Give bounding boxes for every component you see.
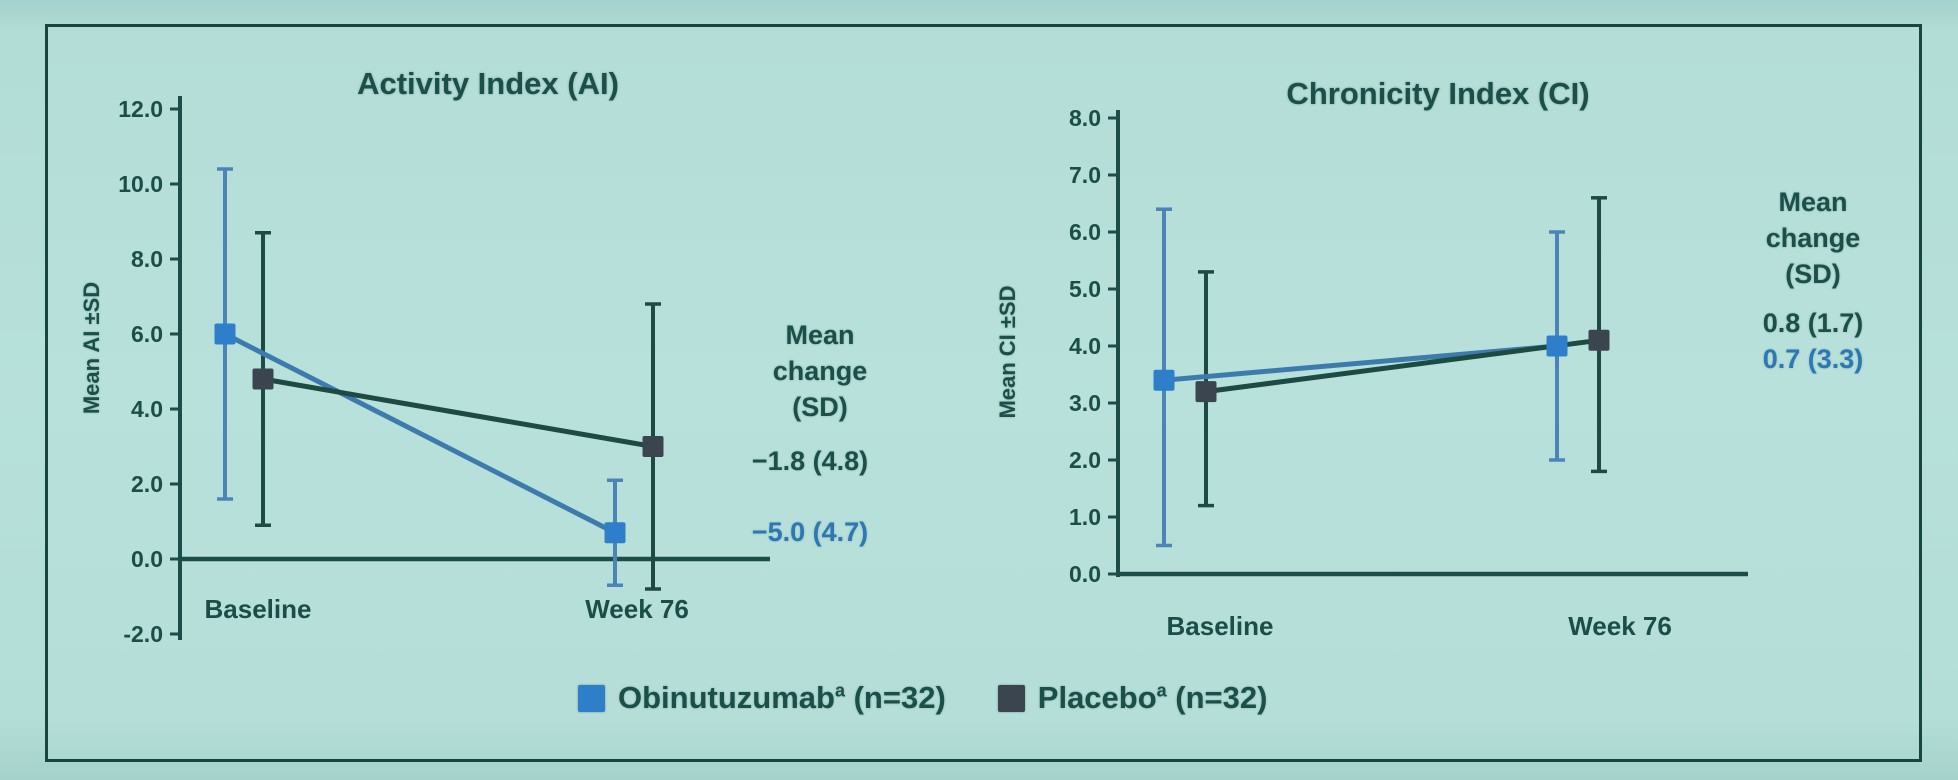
activity-obinutuzumab-mean-change: −5.0 (4.7): [751, 517, 869, 547]
series-line-placebo: [1205, 337, 1600, 395]
y-tick-label: 12.0: [118, 96, 163, 122]
obinutuzumab-swatch-icon: [578, 684, 605, 712]
series-line-obinutuzumab: [223, 331, 617, 535]
mean-change-line: (SD): [1785, 259, 1841, 289]
y-tick-label: 1.0: [1069, 504, 1101, 530]
legend-n-count: (n=32): [845, 680, 946, 715]
legend: Obinutuzumaba (n=32) Placeboa (n=32): [578, 680, 1267, 716]
mean-change-line: change: [1765, 223, 1861, 253]
slide-frame: [45, 24, 1922, 762]
y-tick-label: 6.0: [1069, 219, 1101, 245]
y-tick-label: 6.0: [131, 321, 163, 347]
data-point-placebo: [1195, 381, 1217, 403]
activity-index-chart: 12.0 10.0 8.0 6.0 4.0 2.0 0.0 -2.0 Baseline Week …: [118, 96, 770, 647]
data-point-obinutuzumab: [1153, 369, 1175, 391]
legend-text: Obinutuzumab: [618, 680, 835, 715]
series-line-obinutuzumab: [1163, 343, 1558, 383]
legend-label-placebo: Placeboa (n=32): [1038, 680, 1268, 716]
y-tick-label: -2.0: [123, 621, 163, 647]
activity-mean-change-heading: Mean change (SD): [773, 317, 868, 425]
y-tick-label: 2.0: [131, 471, 163, 497]
data-point-obinutuzumab: [1546, 335, 1568, 357]
chronicity-obinutuzumab-mean-change: 0.7 (3.3): [1762, 344, 1864, 374]
data-point-placebo: [252, 368, 274, 390]
chronicity-placebo-mean-change: 0.8 (1.7): [1762, 308, 1864, 338]
placebo-swatch-icon: [997, 684, 1025, 712]
y-tick-label: 0.0: [1069, 561, 1101, 587]
y-tick-label: 2.0: [1069, 447, 1101, 473]
category-label: Baseline: [1167, 611, 1274, 641]
series-line-placebo: [262, 376, 654, 449]
mean-change-line: Mean: [1778, 187, 1848, 217]
y-tick-label: 3.0: [1069, 390, 1101, 416]
y-tick-label: 8.0: [1069, 105, 1101, 131]
mean-change-line: change: [772, 356, 868, 386]
data-point-placebo: [642, 436, 664, 457]
y-tick-label: 4.0: [1069, 333, 1101, 359]
y-tick-label: 10.0: [118, 171, 163, 197]
y-tick-label: 4.0: [131, 396, 163, 422]
legend-item-obinutuzumab: Obinutuzumaba (n=32): [578, 680, 946, 716]
data-point-obinutuzumab: [604, 522, 626, 544]
legend-item-placebo: Placeboa (n=32): [997, 680, 1268, 716]
y-tick-label: 7.0: [1069, 162, 1101, 188]
legend-n-count: (n=32): [1166, 680, 1268, 715]
mean-change-line: (SD): [792, 392, 848, 422]
mean-change-line: Mean: [785, 320, 855, 350]
category-label: Week 76: [585, 594, 689, 624]
legend-label-obinutuzumab: Obinutuzumaba (n=32): [618, 680, 946, 716]
activity-index-title: Activity Index (AI): [357, 66, 619, 101]
chronicity-index-title: Chronicity Index (CI): [1286, 76, 1590, 111]
category-label: Week 76: [1568, 611, 1672, 641]
activity-placebo-mean-change: −1.8 (4.8): [751, 446, 869, 476]
y-tick-label: 0.0: [131, 546, 163, 572]
legend-superscript: a: [834, 680, 845, 701]
chronicity-mean-change-heading: Mean change (SD): [1766, 184, 1861, 292]
category-label: Baseline: [205, 594, 312, 624]
y-tick-label: 8.0: [131, 246, 163, 272]
legend-superscript: a: [1156, 680, 1167, 701]
y-tick-label: 5.0: [1069, 276, 1101, 302]
chronicity-index-chart: 8.0 7.0 6.0 5.0 4.0 3.0 2.0 1.0 0.0 Baseline Week …: [1069, 105, 1748, 641]
data-point-obinutuzumab: [214, 323, 236, 345]
data-point-placebo: [1588, 329, 1610, 351]
legend-text: Placebo: [1037, 680, 1157, 715]
